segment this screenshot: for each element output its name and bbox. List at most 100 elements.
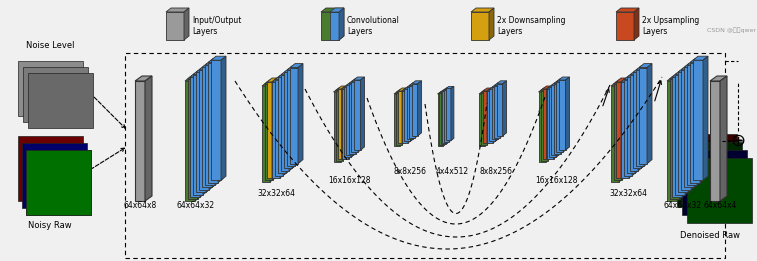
Polygon shape xyxy=(196,68,211,72)
Polygon shape xyxy=(681,66,696,70)
Polygon shape xyxy=(346,82,357,85)
Polygon shape xyxy=(270,82,275,182)
Bar xyxy=(23,67,88,122)
Polygon shape xyxy=(677,77,682,201)
Polygon shape xyxy=(442,89,450,91)
Text: 64x64x32: 64x64x32 xyxy=(177,201,215,210)
Polygon shape xyxy=(549,87,556,157)
Polygon shape xyxy=(675,75,685,195)
Polygon shape xyxy=(494,82,504,86)
Polygon shape xyxy=(408,88,412,143)
Text: Noisy Raw: Noisy Raw xyxy=(28,222,72,230)
Polygon shape xyxy=(402,88,412,91)
Polygon shape xyxy=(553,86,557,159)
Polygon shape xyxy=(321,12,339,40)
Polygon shape xyxy=(487,88,497,91)
Polygon shape xyxy=(546,89,550,162)
Polygon shape xyxy=(647,64,652,164)
Polygon shape xyxy=(354,82,357,155)
Polygon shape xyxy=(218,59,223,183)
Polygon shape xyxy=(283,76,288,176)
Polygon shape xyxy=(349,81,360,84)
Polygon shape xyxy=(199,66,214,70)
Polygon shape xyxy=(693,56,708,60)
Polygon shape xyxy=(487,90,491,145)
Text: 64x64x4: 64x64x4 xyxy=(703,201,737,210)
Polygon shape xyxy=(630,75,638,171)
Polygon shape xyxy=(205,61,220,65)
Polygon shape xyxy=(292,68,297,168)
Polygon shape xyxy=(538,89,550,92)
Polygon shape xyxy=(412,84,418,136)
Polygon shape xyxy=(503,81,506,136)
Polygon shape xyxy=(438,92,446,94)
Bar xyxy=(677,142,742,207)
Polygon shape xyxy=(394,94,400,146)
Polygon shape xyxy=(449,88,452,142)
Polygon shape xyxy=(487,91,493,143)
Polygon shape xyxy=(636,66,649,70)
Polygon shape xyxy=(621,78,626,178)
Polygon shape xyxy=(485,91,489,146)
Polygon shape xyxy=(346,85,354,155)
Polygon shape xyxy=(287,66,300,70)
Polygon shape xyxy=(616,78,626,82)
Polygon shape xyxy=(487,88,491,143)
Polygon shape xyxy=(289,71,294,171)
Polygon shape xyxy=(394,91,404,94)
Polygon shape xyxy=(413,84,417,139)
Polygon shape xyxy=(553,81,565,84)
Polygon shape xyxy=(410,86,414,141)
Polygon shape xyxy=(410,82,419,86)
Polygon shape xyxy=(543,89,547,159)
Text: 8x8x256: 8x8x256 xyxy=(394,167,426,176)
Polygon shape xyxy=(710,76,727,81)
Polygon shape xyxy=(208,63,218,183)
Polygon shape xyxy=(493,88,497,143)
Polygon shape xyxy=(500,82,504,138)
Text: 64x64x8: 64x64x8 xyxy=(123,201,157,210)
Polygon shape xyxy=(135,76,152,81)
Polygon shape xyxy=(446,88,451,140)
Polygon shape xyxy=(495,86,500,141)
Polygon shape xyxy=(145,76,152,201)
Polygon shape xyxy=(190,73,205,77)
Polygon shape xyxy=(205,65,215,185)
Polygon shape xyxy=(561,81,565,154)
Polygon shape xyxy=(278,77,286,173)
Polygon shape xyxy=(206,68,211,192)
Polygon shape xyxy=(290,64,303,68)
Polygon shape xyxy=(451,86,454,140)
Polygon shape xyxy=(497,81,506,84)
Polygon shape xyxy=(639,68,647,164)
Polygon shape xyxy=(538,92,546,162)
Polygon shape xyxy=(497,84,503,136)
Polygon shape xyxy=(669,75,684,79)
Polygon shape xyxy=(634,8,639,40)
Polygon shape xyxy=(694,63,699,187)
Text: Convolutional
Layers: Convolutional Layers xyxy=(347,16,400,36)
Polygon shape xyxy=(678,68,693,72)
Polygon shape xyxy=(212,63,217,187)
Polygon shape xyxy=(439,91,447,93)
Text: 2x Upsampling
Layers: 2x Upsampling Layers xyxy=(642,16,699,36)
Polygon shape xyxy=(540,91,547,161)
Polygon shape xyxy=(203,70,208,195)
Bar xyxy=(682,150,747,215)
Polygon shape xyxy=(669,79,680,199)
Polygon shape xyxy=(267,78,277,82)
Polygon shape xyxy=(339,8,344,40)
Polygon shape xyxy=(209,66,214,190)
Polygon shape xyxy=(185,81,195,201)
Polygon shape xyxy=(547,86,550,159)
Polygon shape xyxy=(338,89,341,159)
Polygon shape xyxy=(275,76,288,80)
Polygon shape xyxy=(262,86,270,182)
Polygon shape xyxy=(678,72,688,192)
Polygon shape xyxy=(215,61,220,185)
Polygon shape xyxy=(199,70,209,190)
Polygon shape xyxy=(443,92,446,146)
Polygon shape xyxy=(483,91,487,143)
Polygon shape xyxy=(494,86,500,138)
Polygon shape xyxy=(442,91,447,143)
